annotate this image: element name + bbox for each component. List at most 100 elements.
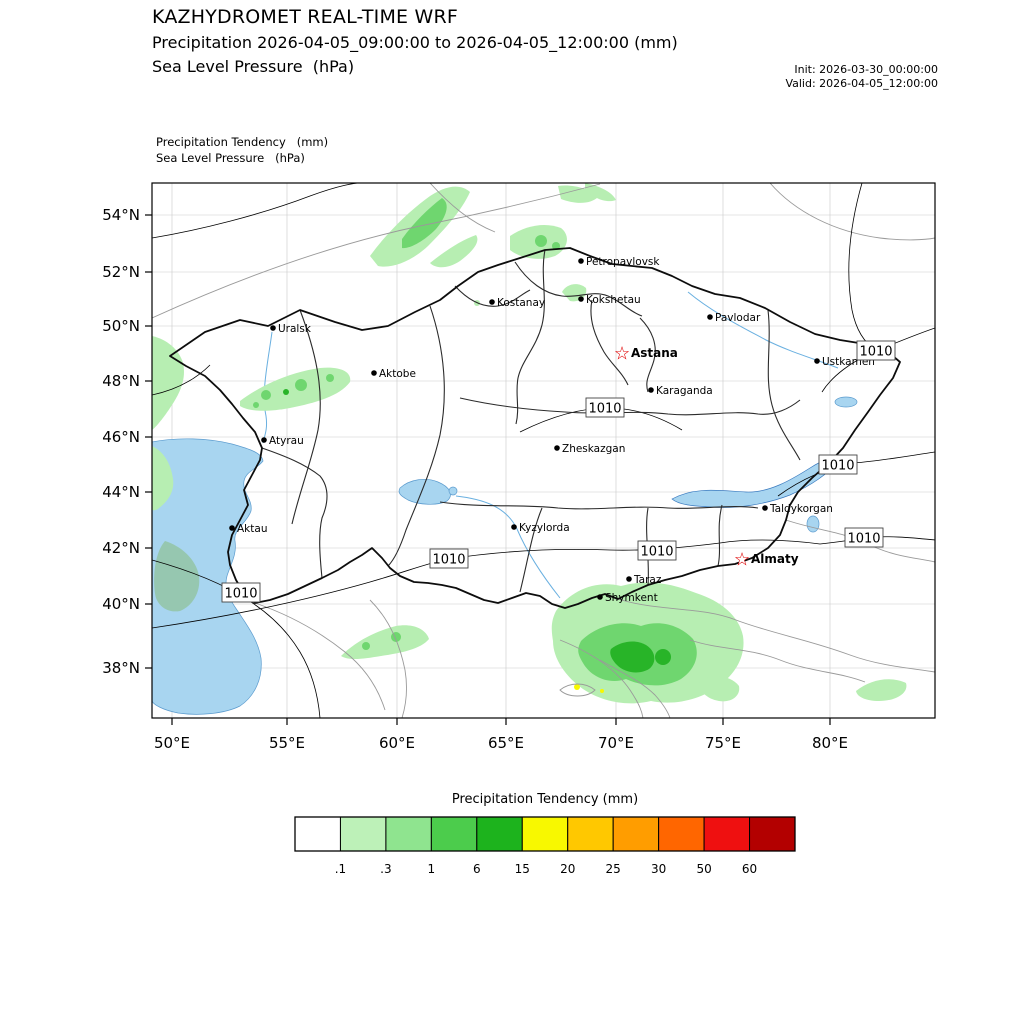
pressure-label-box <box>585 397 625 418</box>
pressure-label: 1010 <box>844 527 884 548</box>
city-dot <box>261 437 267 443</box>
colorbar-segment <box>294 816 341 852</box>
city-dot <box>707 314 713 320</box>
precip-patch <box>253 402 259 408</box>
pressure-label-text: 1010 <box>588 402 621 417</box>
init-time-label: Init: 2026-03-30_00:00:00 <box>794 63 938 76</box>
city-kostanay: Kostanay <box>489 297 545 309</box>
city-astana: ★ Astana <box>615 345 678 362</box>
lon-tick-label: 80°E <box>812 734 848 752</box>
precip-patch <box>655 649 671 665</box>
border-line <box>559 639 644 718</box>
colorbar-tick-label: .3 <box>380 862 391 876</box>
border-line <box>689 639 866 683</box>
water-bodies <box>152 291 858 715</box>
lake-zaysan <box>834 396 858 408</box>
city-dot <box>814 358 820 364</box>
precip-patch <box>240 367 351 411</box>
lon-tick-label: 65°E <box>488 734 524 752</box>
oblast-borders <box>261 249 801 593</box>
colorbar-segment <box>385 816 432 852</box>
oblast-border <box>454 285 531 307</box>
border-line <box>617 598 935 673</box>
city-dot <box>489 299 495 305</box>
city-label: Taldykorgan <box>769 503 833 515</box>
city-zheskazgan: Zheskazgan <box>554 443 625 455</box>
colorbar-segment <box>567 816 614 852</box>
city-dot <box>270 325 276 331</box>
lon-tick-label: 55°E <box>269 734 305 752</box>
city-karaganda: Karaganda <box>648 385 713 397</box>
precip-patch <box>430 235 478 268</box>
city-label: Aktobe <box>379 368 416 380</box>
city-label: Pavlodar <box>715 312 761 324</box>
lon-tick-label: 70°E <box>598 734 634 752</box>
colorbar-segment <box>612 816 660 852</box>
capital-star-icon: ★ <box>616 346 629 362</box>
oblast-border <box>387 305 445 567</box>
pressure-label-text: 1010 <box>224 587 257 602</box>
colorbar-tick-label: 50 <box>696 862 711 876</box>
pressure-label: 1010 <box>429 548 469 569</box>
city-atyrau: Atyrau <box>261 435 304 447</box>
syrdarya-river <box>455 495 561 599</box>
city-dot <box>578 258 584 264</box>
border-line <box>152 183 601 319</box>
colorbar-tick-label: 15 <box>515 862 530 876</box>
colorbar-segment <box>658 816 705 852</box>
border-line <box>254 602 386 711</box>
precip-patch <box>261 390 271 400</box>
colorbar-segment <box>430 816 478 852</box>
lat-tick-label: 38°N <box>102 659 140 677</box>
pressure-label-box <box>818 454 858 475</box>
border-line <box>599 659 671 718</box>
oblast-border <box>767 309 801 461</box>
capital-star-icon: ★ <box>736 552 749 568</box>
city-dot <box>578 296 584 302</box>
pressure-label-box <box>637 540 677 561</box>
irtysh-river <box>687 291 839 369</box>
border-line <box>429 183 496 233</box>
colorbar-title: Precipitation Tendency (mm) <box>451 792 639 807</box>
precip-patch <box>402 198 447 249</box>
precip-patch-yellow <box>574 684 580 690</box>
plot-legend-pressure: Sea Level Pressure (hPa) <box>156 151 305 165</box>
city-label: Kyzylorda <box>519 522 570 534</box>
oblast-border <box>639 317 656 393</box>
oblast-border <box>291 309 321 525</box>
colorbar-segment <box>476 816 523 852</box>
city-petropavlovsk: Petropavlovsk <box>578 256 660 268</box>
city-dot <box>371 370 377 376</box>
city-label: Astana <box>631 346 678 360</box>
city-markers: Petropavlovsk Kostanay Kokshetau Pavlodar Ur… <box>229 256 875 604</box>
city-dot <box>511 524 517 530</box>
pressure-label-text: 1010 <box>859 345 892 360</box>
city-shymkent: Shymkent <box>597 592 658 604</box>
city-uralsk: Uralsk <box>270 323 312 335</box>
colorbar-segment <box>749 816 796 852</box>
lon-tick-label: 60°E <box>379 734 415 752</box>
city-taraz: Taraz <box>626 574 662 586</box>
city-dot <box>229 525 235 531</box>
precip-patch <box>295 379 307 391</box>
city-dot <box>554 445 560 451</box>
lat-tick-label: 48°N <box>102 372 140 390</box>
precip-patch <box>341 625 429 660</box>
pressure-label: 1010 <box>818 454 858 475</box>
precip-patch <box>699 676 740 702</box>
pressure-label: 1010 <box>637 540 677 561</box>
pressure-label-text: 1010 <box>821 459 854 474</box>
city-label: Zheskazgan <box>562 443 625 455</box>
oblast-border <box>261 447 328 579</box>
pressure-label: 1010 <box>221 582 261 603</box>
colorbar-segment <box>521 816 569 852</box>
pressure-label-text: 1010 <box>640 545 673 560</box>
pressure-label-box <box>844 527 884 548</box>
precipitation-shading <box>152 183 907 704</box>
lat-tick-label: 40°N <box>102 595 140 613</box>
colorbar-tick-label: 20 <box>560 862 575 876</box>
precip-patch <box>326 374 334 382</box>
subtitle-pressure: Sea Level Pressure (hPa) <box>152 57 355 76</box>
